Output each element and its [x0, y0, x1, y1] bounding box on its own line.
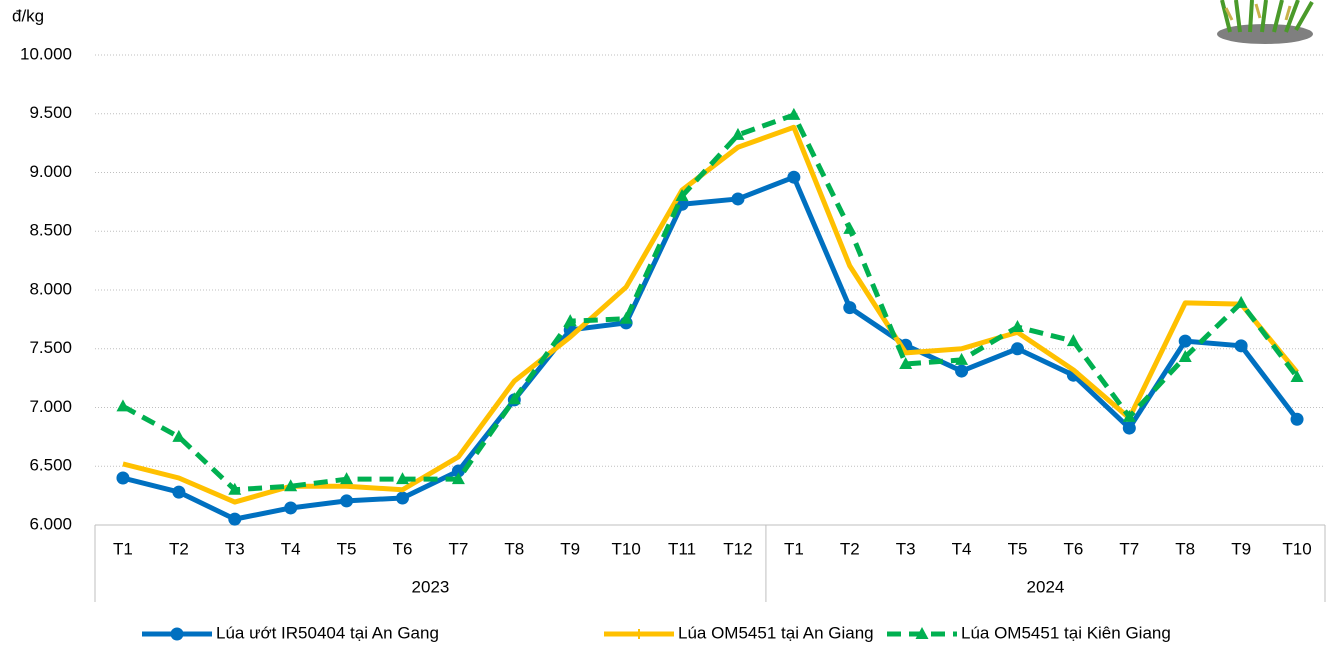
y-unit: đ/kg — [12, 6, 44, 25]
x-tick-label: T10 — [1282, 539, 1311, 558]
series-line — [123, 177, 1297, 519]
x-tick-label: T2 — [840, 539, 860, 558]
point — [340, 494, 353, 507]
x-tick-label: T1 — [113, 539, 133, 558]
y-tick-label: 6.500 — [29, 456, 72, 475]
y-tick-label: 7.000 — [29, 397, 72, 416]
x-tick-label: T8 — [1175, 539, 1195, 558]
legend-marker — [171, 628, 184, 641]
point — [116, 399, 129, 411]
point — [787, 171, 800, 184]
point — [731, 192, 744, 205]
x-tick-label: T6 — [393, 539, 413, 558]
point — [1067, 334, 1080, 346]
y-tick-label: 8.500 — [29, 221, 72, 240]
y-tick-label: 10.000 — [20, 44, 72, 63]
legend-marker — [634, 629, 644, 639]
x-tick-label: T12 — [723, 539, 752, 558]
x-tick-label: T5 — [1008, 539, 1028, 558]
chart: đ/kg 6.000 6.500 7.000 7.500 8.000 8.500 9.000… — [0, 0, 1332, 647]
x-tick-label: T3 — [225, 539, 245, 558]
rice-decoration — [1217, 0, 1313, 44]
point — [843, 222, 856, 234]
point — [284, 501, 297, 514]
y-tick-label: 6.000 — [29, 514, 72, 533]
x-tick-label: T4 — [281, 539, 301, 558]
group-label: 2024 — [1027, 577, 1065, 596]
point — [172, 486, 185, 499]
point — [1291, 413, 1304, 426]
point — [228, 513, 241, 526]
point — [955, 365, 968, 378]
point — [843, 301, 856, 314]
legend-label: Lúa OM5451 tại Kiên Giang — [961, 623, 1171, 642]
point — [1011, 342, 1024, 355]
x-tick-label: T5 — [337, 539, 357, 558]
x-tick-label: T9 — [1231, 539, 1251, 558]
x-tick-label: T10 — [611, 539, 640, 558]
point — [1235, 339, 1248, 352]
legend-label: Lúa OM5451 tại An Giang — [678, 623, 874, 642]
x-tick-label: T8 — [504, 539, 524, 558]
point — [1179, 335, 1192, 348]
x-tick-label: T7 — [1119, 539, 1139, 558]
point — [116, 472, 129, 485]
x-tick-label: T3 — [896, 539, 916, 558]
legend-label: Lúa ướt IR50404 tại An Gang — [216, 623, 439, 642]
point — [396, 491, 409, 504]
y-tick-label: 9.500 — [29, 103, 72, 122]
y-tick-label: 8.000 — [29, 279, 72, 298]
x-tick-label: T11 — [668, 539, 696, 558]
series-line — [123, 127, 1297, 502]
x-tick-label: T2 — [169, 539, 189, 558]
y-tick-label: 7.500 — [29, 338, 72, 357]
x-tick-label: T4 — [952, 539, 972, 558]
x-tick-label: T9 — [560, 539, 580, 558]
x-tick-label: T6 — [1063, 539, 1083, 558]
x-tick-label: T7 — [448, 539, 468, 558]
point — [1123, 422, 1136, 435]
group-label: 2023 — [412, 577, 450, 596]
y-tick-label: 9.000 — [29, 162, 72, 181]
x-tick-label: T1 — [784, 539, 804, 558]
